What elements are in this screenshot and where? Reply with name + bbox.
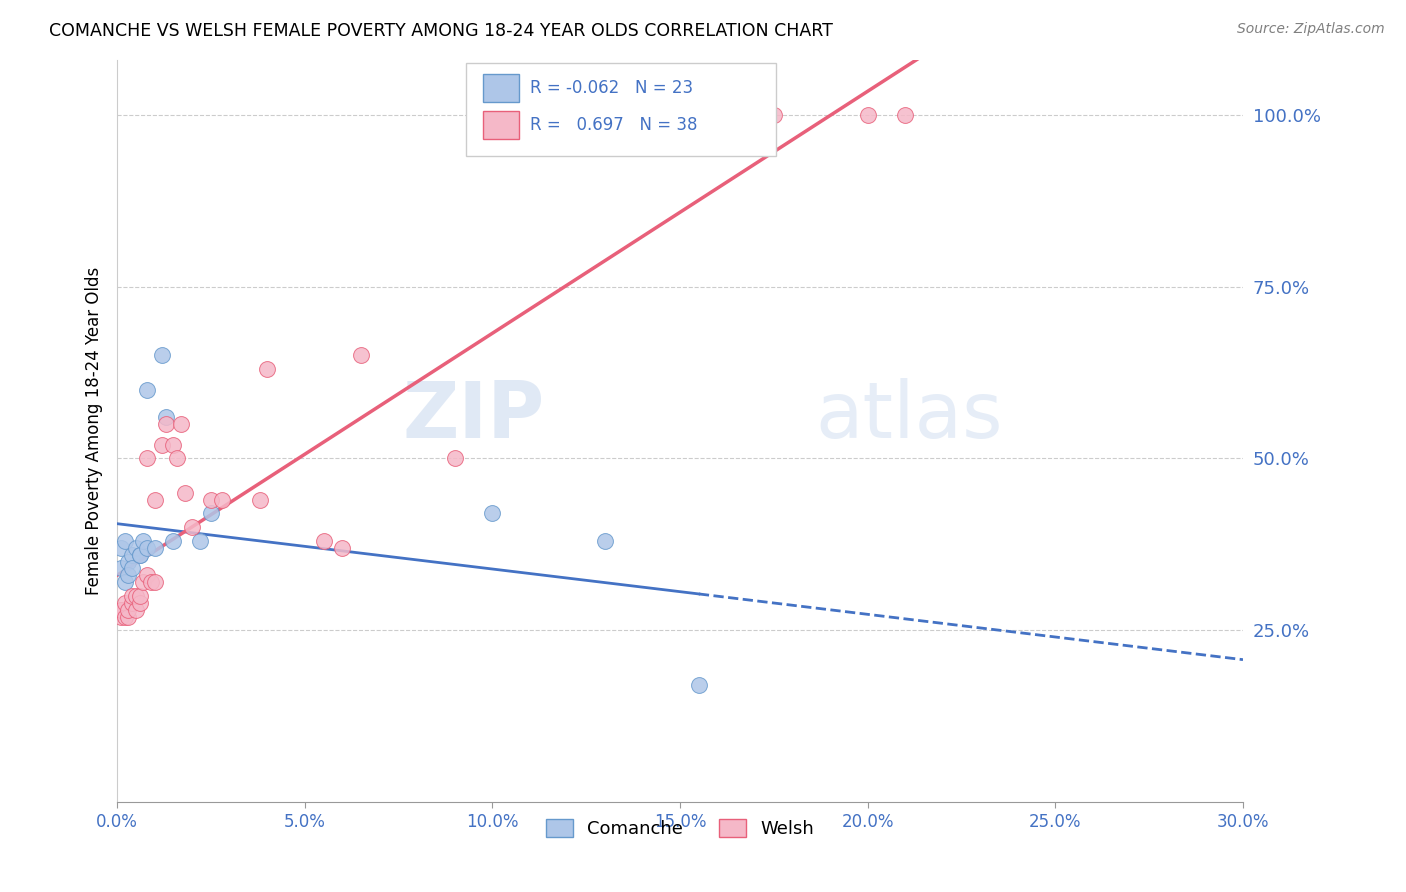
Point <box>114 575 136 590</box>
Point <box>894 107 917 121</box>
Point <box>170 417 193 431</box>
Point <box>114 609 136 624</box>
Text: atlas: atlas <box>815 378 1002 454</box>
Point <box>166 451 188 466</box>
Point <box>136 383 159 397</box>
Point <box>200 507 222 521</box>
Point <box>162 533 184 548</box>
Point <box>181 520 204 534</box>
Bar <box>484 111 519 139</box>
Point <box>688 678 710 692</box>
Point <box>125 541 148 555</box>
Point <box>121 589 143 603</box>
Point <box>117 609 139 624</box>
Point <box>155 417 177 431</box>
Point <box>132 575 155 590</box>
Point <box>110 541 132 555</box>
Text: COMANCHE VS WELSH FEMALE POVERTY AMONG 18-24 YEAR OLDS CORRELATION CHART: COMANCHE VS WELSH FEMALE POVERTY AMONG 1… <box>49 22 834 40</box>
Point <box>110 603 132 617</box>
Point <box>110 561 132 575</box>
Point <box>150 438 173 452</box>
Point <box>114 596 136 610</box>
Point <box>125 603 148 617</box>
Point <box>121 548 143 562</box>
Point <box>110 603 132 617</box>
Point <box>136 568 159 582</box>
Text: ZIP: ZIP <box>402 378 546 454</box>
Point <box>155 410 177 425</box>
FancyBboxPatch shape <box>467 63 776 156</box>
Point <box>128 596 150 610</box>
Point <box>117 603 139 617</box>
Point <box>669 107 692 121</box>
Point <box>143 492 166 507</box>
Point <box>312 533 335 548</box>
Point <box>200 492 222 507</box>
Text: R =   0.697   N = 38: R = 0.697 N = 38 <box>530 116 697 134</box>
Point <box>188 533 211 548</box>
Point <box>139 575 162 590</box>
Point <box>256 362 278 376</box>
Point <box>128 548 150 562</box>
Text: Source: ZipAtlas.com: Source: ZipAtlas.com <box>1237 22 1385 37</box>
Point <box>481 507 503 521</box>
Bar <box>484 74 519 102</box>
Point <box>330 541 353 555</box>
Point <box>136 451 159 466</box>
Point <box>128 589 150 603</box>
Y-axis label: Female Poverty Among 18-24 Year Olds: Female Poverty Among 18-24 Year Olds <box>86 267 103 595</box>
Point <box>350 348 373 362</box>
Point <box>211 492 233 507</box>
Legend: Comanche, Welsh: Comanche, Welsh <box>538 812 821 846</box>
Point <box>125 589 148 603</box>
Point <box>162 438 184 452</box>
Point <box>136 541 159 555</box>
Point <box>856 107 879 121</box>
Point <box>110 609 132 624</box>
Point <box>143 541 166 555</box>
Point <box>121 596 143 610</box>
Point <box>121 561 143 575</box>
Point <box>128 548 150 562</box>
Point <box>593 533 616 548</box>
Point <box>117 568 139 582</box>
Point <box>173 485 195 500</box>
Point <box>444 451 467 466</box>
Point <box>762 107 785 121</box>
Point <box>143 575 166 590</box>
Point <box>150 348 173 362</box>
Text: R = -0.062   N = 23: R = -0.062 N = 23 <box>530 78 693 97</box>
Point <box>114 533 136 548</box>
Point <box>117 555 139 569</box>
Point <box>249 492 271 507</box>
Point <box>132 533 155 548</box>
